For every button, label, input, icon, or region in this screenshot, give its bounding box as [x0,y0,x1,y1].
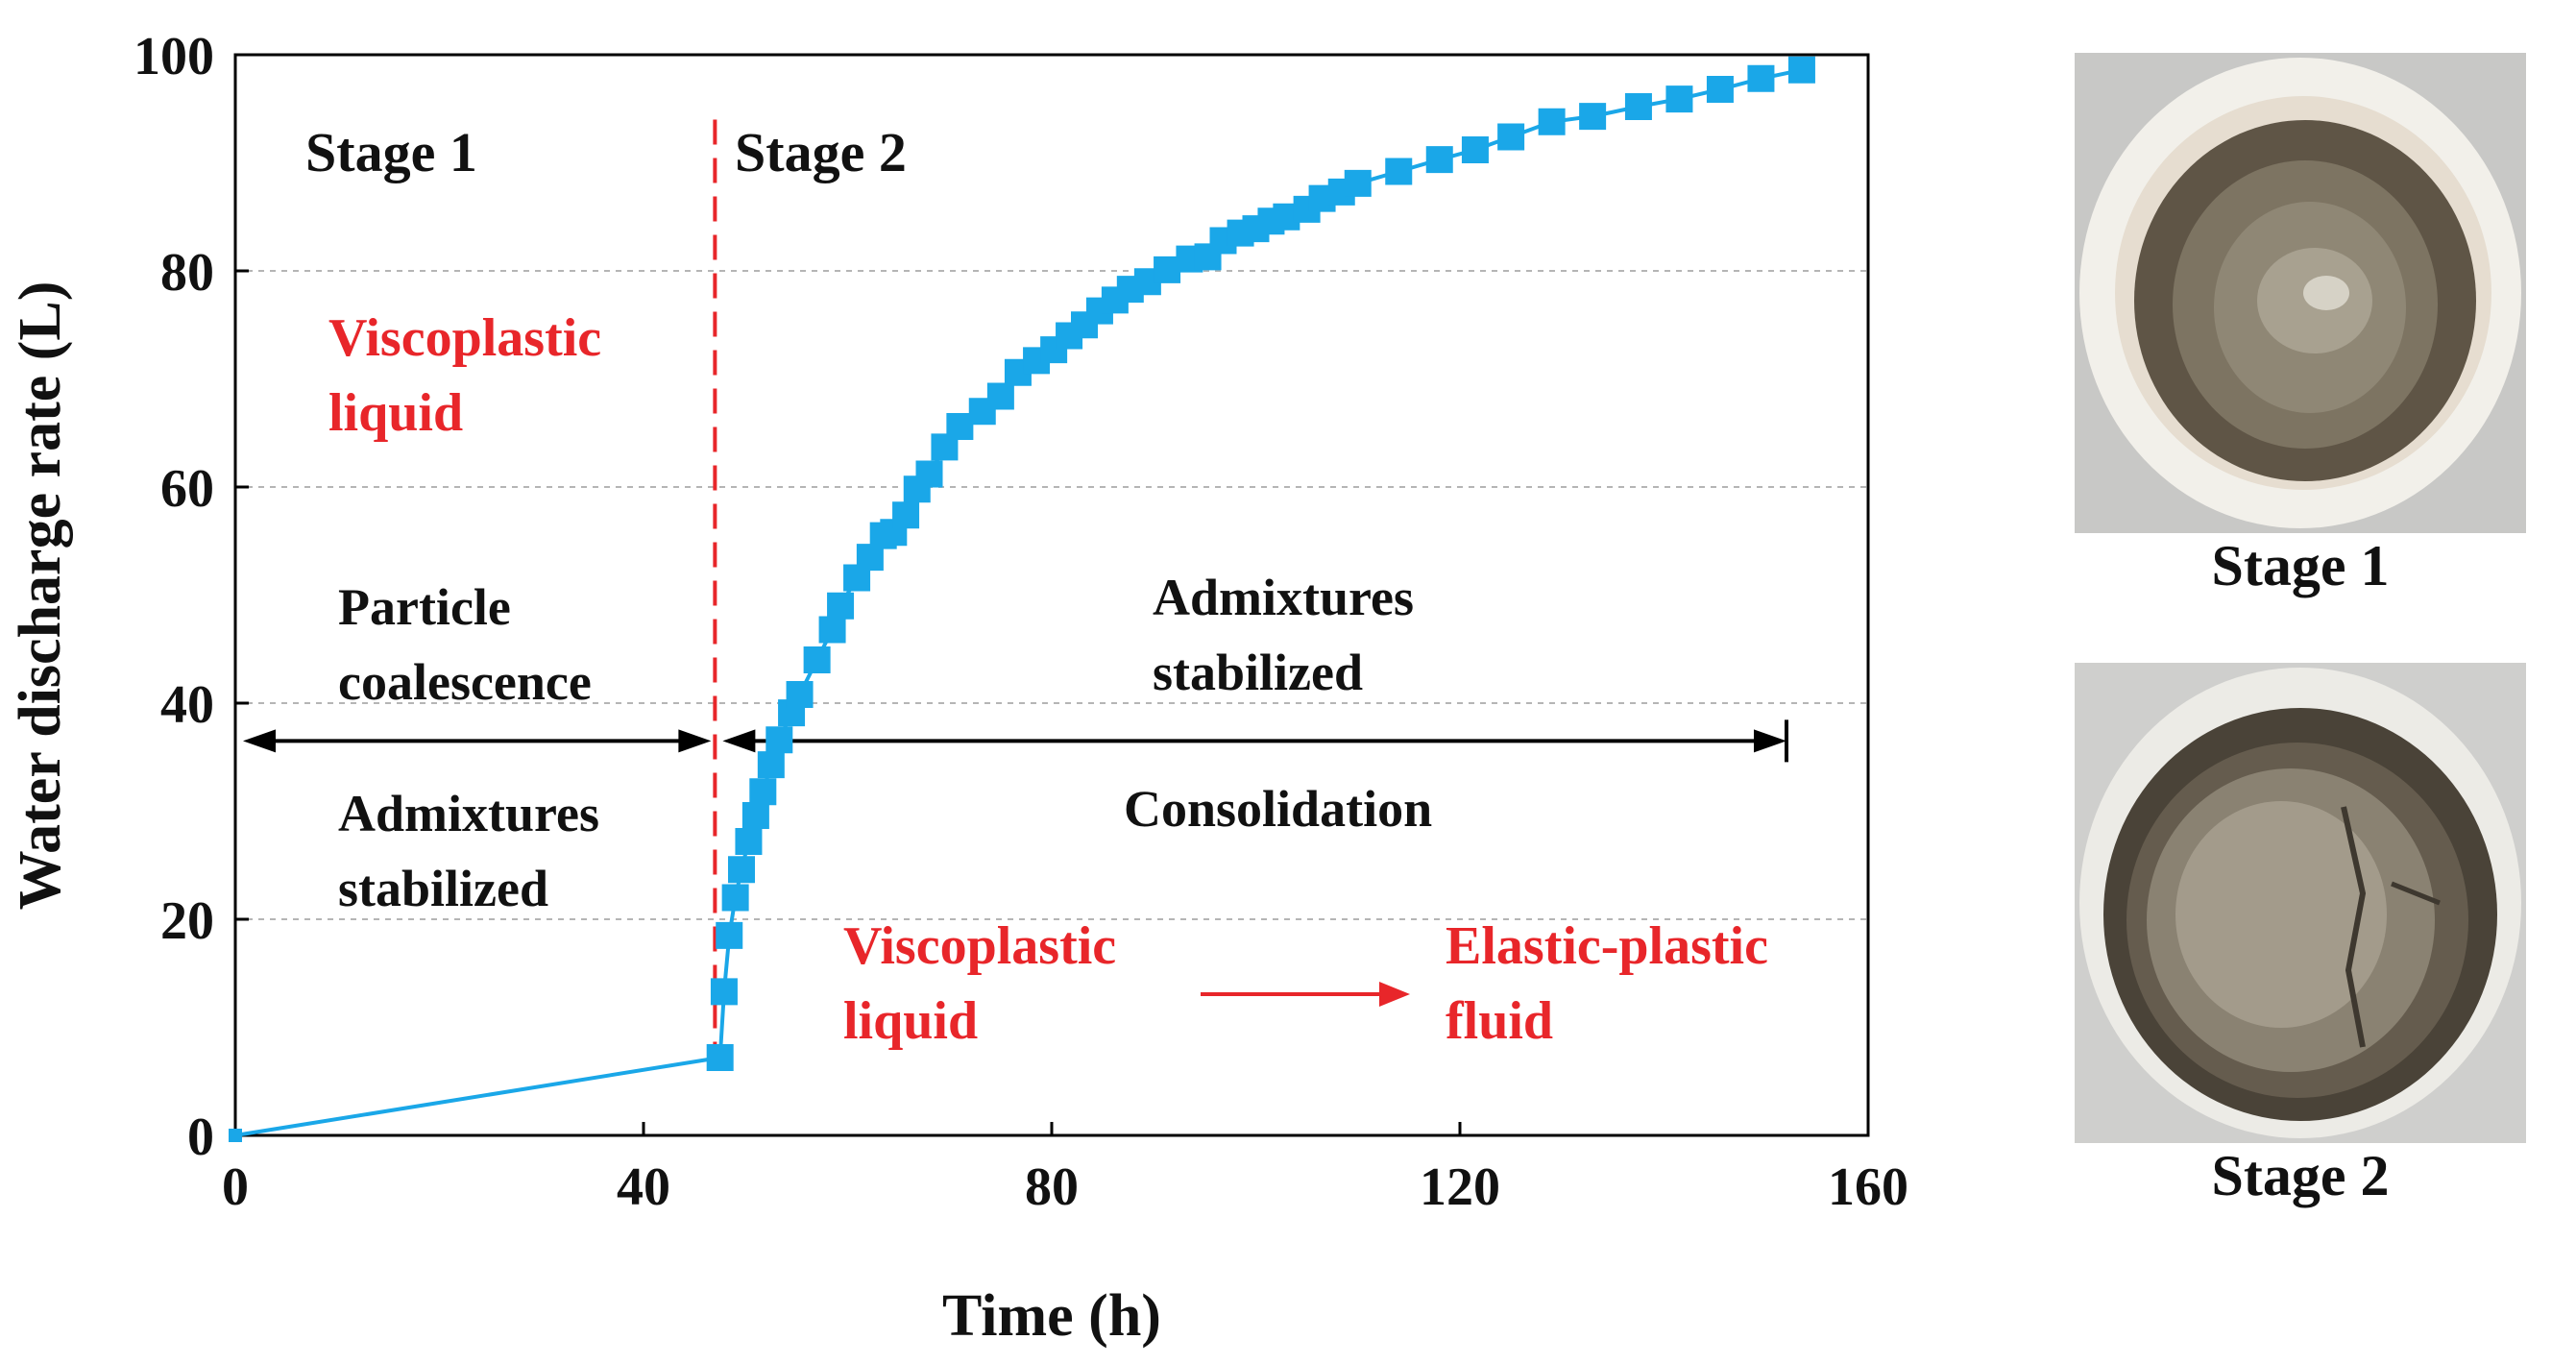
range-arrow-head-left [722,729,756,753]
stage2-photo [2075,663,2526,1143]
stage2-process: Consolidation [1124,780,1432,838]
stage1-state-line2: liquid [328,383,463,443]
stage2-from-line1: Viscoplastic [843,916,1116,976]
data-point [818,616,846,644]
data-point [1154,256,1181,283]
range-arrow-head-right [678,729,712,753]
stage2-admix-line2: stabilized [1153,644,1363,701]
x-tick-label: 80 [1025,1157,1079,1217]
stage2-photo-label: Stage 2 [2211,1144,2390,1207]
x-tick-label: 160 [1828,1157,1908,1217]
y-tick-label: 80 [160,243,214,303]
x-axis-title: Time (h) [942,1283,1161,1349]
data-point [706,1044,734,1071]
x-tick-label: 120 [1420,1157,1500,1217]
stage1-process-line1: Particle [338,578,511,636]
stage2-to-line2: fluid [1446,991,1553,1051]
data-point [1747,64,1775,92]
stage1-admix-line1: Admixtures [338,785,599,842]
stage1-process-line2: coalescence [338,653,592,711]
stage1-photo-label: Stage 1 [2211,534,2390,597]
x-tick-label: 0 [222,1157,249,1217]
data-point [728,856,755,884]
data-point [1624,93,1652,120]
data-point [749,778,777,806]
stage1-state-line1: Viscoplastic [328,308,601,368]
stage2-photo-image [2075,663,2526,1143]
grid-lines [235,270,1868,920]
stage2-title: Stage 2 [735,121,907,183]
data-point [915,460,943,488]
data-point [1579,103,1607,131]
data-point [986,382,1014,410]
data-point [1538,108,1566,135]
y-tick-label: 60 [160,459,214,519]
data-point [1665,85,1693,113]
data-point [1497,123,1525,151]
data-point [766,726,793,754]
stage1-title: Stage 1 [305,121,477,183]
data-point [229,1129,242,1142]
data-series [229,56,1815,1142]
data-point [710,978,738,1006]
x-axis-ticks: 0 40 80 120 160 [222,1122,1908,1217]
y-tick-label: 40 [160,675,214,735]
data-point [786,681,814,708]
data-point [1706,76,1734,103]
y-axis-ticks: 0 20 40 60 80 100 [134,27,249,1167]
data-point [757,751,785,779]
y-tick-label: 100 [134,27,214,86]
data-point [1385,158,1413,185]
x-tick-label: 40 [617,1157,670,1217]
data-point [946,413,974,440]
data-point [1344,169,1372,197]
range-arrows [243,719,1788,763]
range-arrow-head-left [243,729,276,753]
data-point [827,592,855,620]
stage2-admix-line1: Admixtures [1153,569,1414,626]
data-point [716,921,743,949]
data-point [892,501,920,529]
stage2-to-line1: Elastic-plastic [1446,916,1768,976]
data-point [1787,56,1815,84]
data-point [735,828,763,855]
transition-arrow [1201,982,1410,1007]
data-point [1425,146,1453,174]
stage1-photo [2075,53,2526,533]
stage2-from-line2: liquid [843,991,978,1051]
y-tick-label: 20 [160,891,214,951]
data-point [741,802,769,829]
data-point [721,884,749,912]
data-point [803,646,831,673]
range-arrow-head-right [1754,729,1786,753]
data-point [1461,136,1489,163]
y-tick-label: 0 [187,1108,214,1167]
stage1-admix-line2: stabilized [338,860,548,917]
stage1-photo-image [2075,53,2526,533]
y-axis-title: Water discharge rate (L) [8,281,73,911]
